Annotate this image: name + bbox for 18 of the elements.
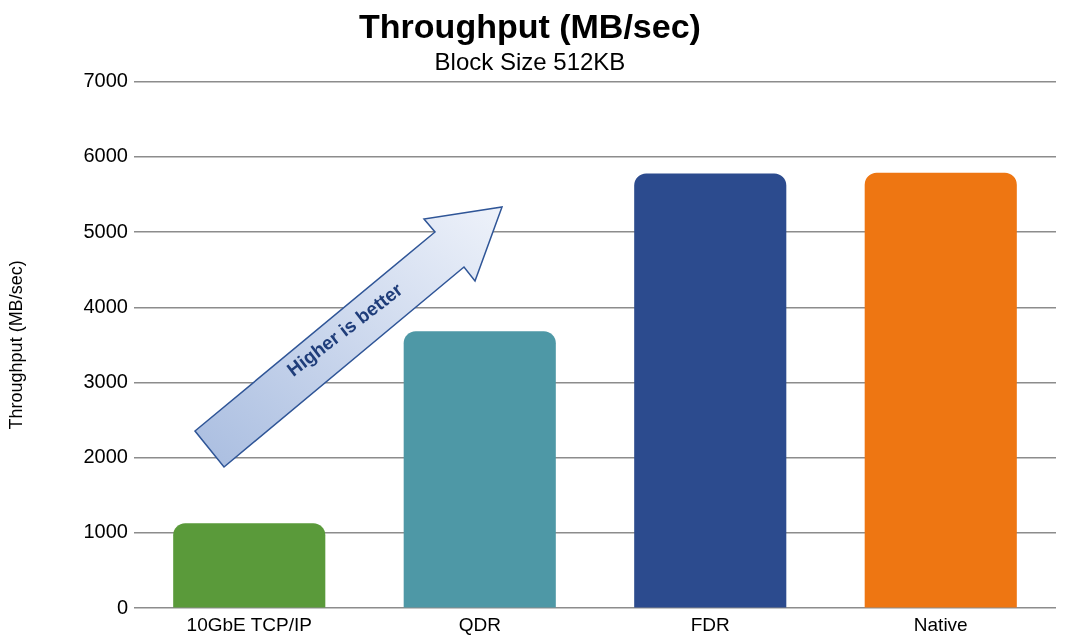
x-tick-label: FDR [690, 613, 730, 635]
x-tick-label: 10GbE TCP/IP [186, 613, 312, 635]
y-tick-label: 2000 [83, 445, 128, 468]
bar [173, 523, 326, 608]
bar [634, 173, 787, 608]
chart-title: Throughput (MB/sec) [359, 6, 701, 45]
y-axis-title: Throughput (MB/sec) [5, 260, 26, 430]
y-tick-label: 5000 [83, 219, 128, 242]
y-tick-label: 6000 [83, 144, 128, 167]
chart-subtitle: Block Size 512KB [434, 47, 626, 75]
x-tick-label: Native [913, 613, 968, 635]
y-tick-label: 3000 [83, 370, 128, 393]
y-tick-label: 1000 [83, 520, 128, 543]
y-tick-label: 7000 [83, 69, 128, 92]
y-tick-label: 4000 [83, 294, 128, 317]
x-tick-label: QDR [458, 613, 501, 635]
y-tick-label: 0 [116, 595, 128, 618]
bar [864, 172, 1017, 608]
